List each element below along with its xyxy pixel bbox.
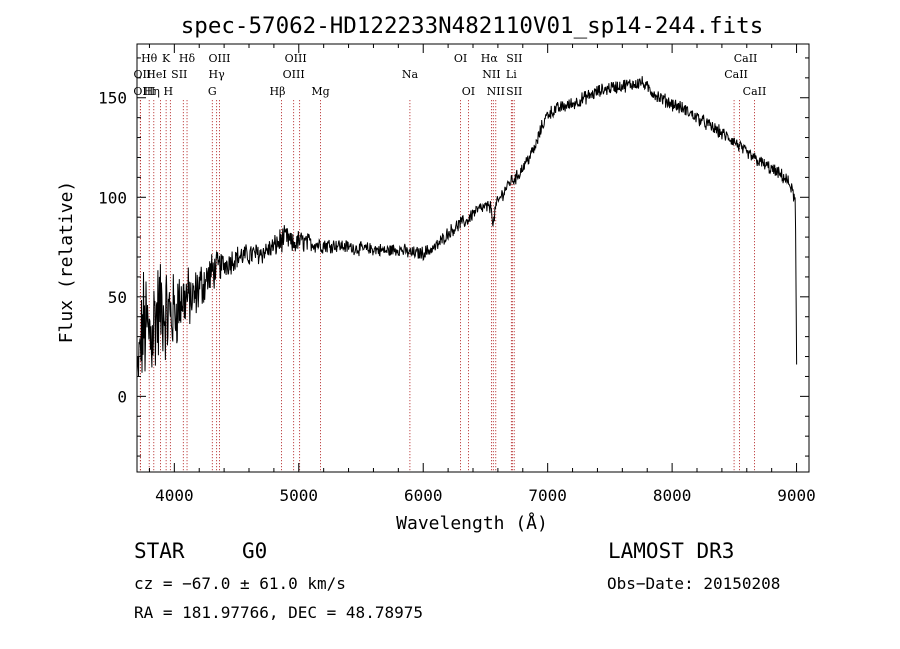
- x-axis: 4000 5000 6000 7000 8000 9000: [148, 44, 816, 505]
- x-tick-label: 6000: [404, 486, 443, 505]
- line-marker-label: SII: [171, 68, 187, 81]
- spectrum-line: [136, 76, 798, 377]
- line-marker-label: OIII: [208, 52, 230, 65]
- line-marker-label: Mg: [311, 85, 329, 98]
- coordinates-text: RA = 181.97766, DEC = 48.78975: [134, 603, 423, 622]
- line-marker-label: SII: [506, 85, 522, 98]
- line-marker-label: HeI: [146, 68, 166, 81]
- line-marker-label: OIII: [133, 85, 155, 98]
- line-marker-label: OIII: [285, 52, 307, 65]
- x-tick-label: 5000: [280, 486, 319, 505]
- x-tick-label: 8000: [653, 486, 692, 505]
- line-marker-label: Hγ: [209, 68, 226, 81]
- line-marker-label: K: [162, 52, 171, 65]
- line-marker-label: Hθ: [141, 52, 158, 65]
- x-tick-label: 4000: [155, 486, 194, 505]
- y-axis-label: Flux (relative): [56, 181, 77, 344]
- line-markers: [139, 100, 755, 472]
- object-class: STAR: [134, 539, 185, 563]
- survey-name: LAMOST DR3: [608, 539, 735, 563]
- line-marker-label: Hη: [144, 85, 160, 98]
- chart-title: spec-57062-HD122233N482110V01_sp14-244.f…: [181, 13, 763, 39]
- line-marker-label: NII: [487, 85, 505, 98]
- line-marker-label: Hδ: [179, 52, 196, 65]
- line-marker-label: Hβ: [270, 85, 286, 98]
- line-marker-label: OIII: [283, 68, 305, 81]
- obs-date: Obs−Date: 20150208: [607, 574, 781, 593]
- y-tick-label: 0: [117, 387, 127, 406]
- line-marker-label: Hα: [481, 52, 499, 65]
- x-tick-label: 9000: [777, 486, 816, 505]
- line-marker-label: OI: [454, 52, 467, 65]
- line-marker-label: OI: [462, 85, 475, 98]
- line-marker-label: CaII: [743, 85, 767, 98]
- line-marker-label: Na: [402, 68, 419, 81]
- line-marker-label: CaII: [724, 68, 748, 81]
- line-marker-label: H: [164, 85, 174, 98]
- line-marker-label: Li: [506, 68, 517, 81]
- redshift-text: cz = −67.0 ± 61.0 km/s: [134, 574, 346, 593]
- x-axis-label: Wavelength (Å): [396, 512, 548, 534]
- x-tick-label: 7000: [528, 486, 567, 505]
- y-tick-label: 50: [108, 288, 127, 307]
- y-tick-label: 150: [98, 89, 127, 108]
- spectral-subclass: G0: [242, 539, 268, 563]
- y-tick-label: 100: [98, 188, 127, 207]
- line-marker-label: NII: [482, 68, 500, 81]
- y-axis: 0 50 100 150: [98, 57, 809, 457]
- line-marker-label: CaII: [734, 52, 758, 65]
- line-marker-label: G: [208, 85, 217, 98]
- line-marker-label: SII: [506, 52, 522, 65]
